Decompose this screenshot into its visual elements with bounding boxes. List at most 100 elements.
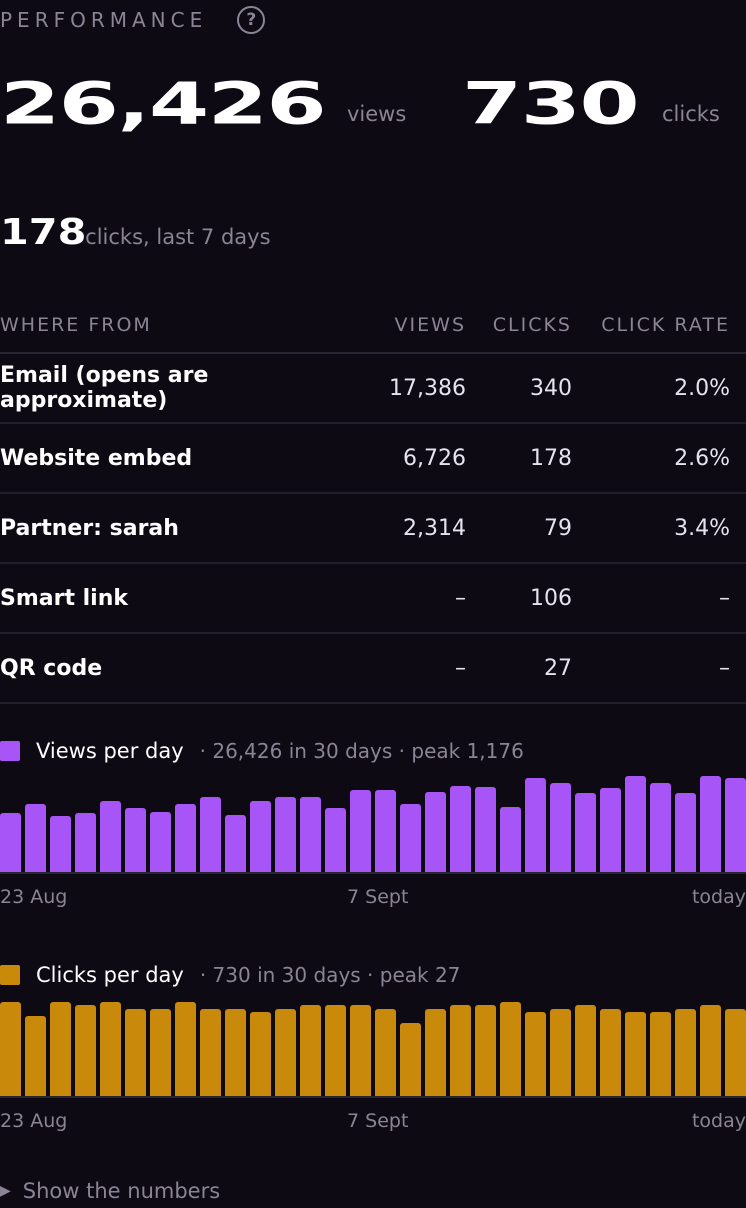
bar [149,1008,171,1096]
row-views: 6,726 [403,445,466,471]
bar [424,1008,446,1096]
bar [124,1008,146,1096]
bar [49,1001,71,1096]
bar [274,1008,296,1096]
total-views-value: 26,426 [0,71,327,139]
row-views: – [455,655,466,681]
x-tick-label: 23 Aug [0,886,68,908]
bar [424,791,446,872]
bar [0,1001,21,1096]
views-chart-meta: · 26,426 in 30 days · peak 1,176 [199,739,524,763]
row-source: Smart link [0,585,129,611]
views-chart: Views per day · 26,426 in 30 days · peak… [0,736,746,916]
bar [249,1012,271,1096]
totals-row: 26,426 views 730 clicks [0,72,746,152]
sources-table: WHERE FROM VIEWS CLICKS CLICK RATE Email… [0,298,746,704]
clicks-bars [0,998,746,1098]
row-click-rate: 2.0% [674,375,730,401]
bar [324,808,346,872]
row-clicks: 27 [544,655,572,681]
show-numbers-toggle[interactable]: ▶ Show the numbers [0,1176,220,1206]
table-row: Website embed 6,726 178 2.6% [0,424,746,494]
table-header: WHERE FROM VIEWS CLICKS CLICK RATE [0,298,746,354]
total-views-label: views [347,102,407,126]
bar [549,1008,571,1096]
recent-clicks-value: 178 [0,212,87,253]
bar [724,1008,746,1096]
bar [349,1005,371,1096]
table-row: Smart link – 106 – [0,564,746,634]
recent-clicks-label: clicks, last 7 days [85,225,271,249]
bar [699,776,721,872]
clicks-x-axis: 23 Aug 7 Sept today [0,1110,746,1140]
bar [374,790,396,872]
bar [649,1012,671,1096]
clicks-chart-title: Clicks per day [36,963,184,987]
total-clicks-value: 730 [462,71,640,139]
row-click-rate: 2.6% [674,445,730,471]
row-views: 17,386 [389,375,466,401]
bar [399,804,421,872]
header-click-rate: CLICK RATE [601,314,730,336]
row-click-rate: – [719,585,730,611]
bar [74,1005,96,1096]
table-row: Partner: sarah 2,314 79 3.4% [0,494,746,564]
bar [574,792,596,872]
bar [174,1001,196,1096]
recent-clicks: 178 clicks, last 7 days [0,212,271,262]
bar [199,796,221,872]
clicks-legend-swatch [0,965,20,985]
total-clicks-label: clicks [662,102,720,126]
bar [299,796,321,872]
bar [349,790,371,872]
bar [174,804,196,872]
bar [499,1001,521,1096]
header-views: VIEWS [394,314,466,336]
x-tick-label: 23 Aug [0,1110,68,1132]
chart-baseline [0,872,746,874]
bar [649,782,671,872]
bar [0,813,21,872]
table-row: Email (opens are approximate) 17,386 340… [0,354,746,424]
row-source: Website embed [0,445,193,471]
performance-header: PERFORMANCE ? [0,4,266,36]
bar [549,782,571,872]
bar [224,814,246,872]
views-chart-title: Views per day [36,739,184,763]
row-clicks: 178 [530,445,572,471]
row-click-rate: 3.4% [674,515,730,541]
bar [474,1005,496,1096]
x-tick-label: 7 Sept [347,886,409,908]
bar [499,806,521,872]
table-row: QR code – 27 – [0,634,746,704]
x-tick-label: today [691,886,746,908]
bar [624,1012,646,1096]
row-source: QR code [0,655,103,681]
bar [399,1022,421,1096]
bar [724,778,746,872]
bar [99,800,121,872]
bar [299,1005,321,1096]
bar [199,1008,221,1096]
bar [274,796,296,872]
bar [74,813,96,872]
bar [674,792,696,872]
bar [24,804,46,872]
views-legend-swatch [0,741,20,761]
bar [624,775,646,872]
row-clicks: 79 [544,515,572,541]
bar [99,1001,121,1096]
bar [374,1008,396,1096]
header-clicks: CLICKS [492,314,572,336]
bar [524,1012,546,1096]
bar [524,778,546,872]
row-clicks: 106 [530,585,572,611]
row-clicks: 340 [530,375,572,401]
bar [574,1005,596,1096]
row-source: Email (opens are approximate) [0,363,209,413]
bar [474,787,496,872]
views-bars [0,774,746,874]
show-numbers-label: Show the numbers [22,1179,221,1203]
section-title: PERFORMANCE [0,8,208,32]
help-icon[interactable]: ? [237,6,266,34]
